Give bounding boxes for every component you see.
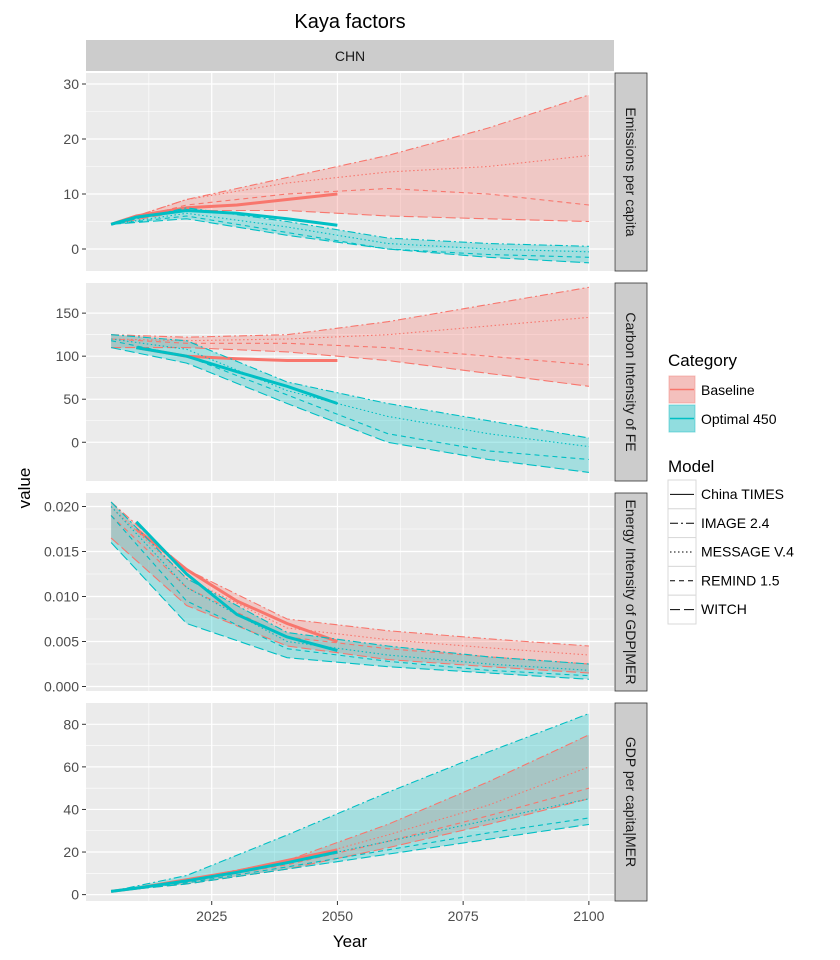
series-optimal-450-china-times bbox=[135, 520, 338, 652]
y-tick-label: 0.000 bbox=[44, 679, 79, 695]
y-tick-label: 80 bbox=[63, 716, 79, 732]
series-baseline-remind-1-5 bbox=[110, 515, 589, 665]
ribbon-baseline bbox=[111, 287, 589, 387]
legend-item-label: IMAGE 2.4 bbox=[701, 515, 770, 531]
x-tick-label: 2075 bbox=[448, 908, 479, 924]
series-optimal-450-remind-1-5 bbox=[110, 515, 589, 677]
series-baseline-witch bbox=[110, 537, 589, 674]
legend-item-label: REMIND 1.5 bbox=[701, 572, 780, 588]
panel-carbon-intensity-of-fe: 0 50 100 150 Carbon Intensity of FE bbox=[56, 282, 648, 482]
series-baseline-image-2-4 bbox=[110, 501, 589, 647]
series-optimal-450-witch bbox=[111, 218, 589, 264]
series-optimal-450-message-v-4 bbox=[111, 338, 589, 448]
series-optimal-450-remind-1-5 bbox=[110, 340, 589, 461]
series-optimal-450-image-2-4 bbox=[110, 713, 590, 892]
series-baseline-witch bbox=[111, 347, 589, 387]
ribbon-optimal-450 bbox=[111, 207, 589, 263]
legend-item-optimal-450: Optimal 450 bbox=[667, 403, 777, 434]
y-tick-label: 100 bbox=[56, 348, 80, 364]
y-tick-label: 0.020 bbox=[44, 499, 79, 515]
series-optimal-450-remind-1-5 bbox=[111, 817, 589, 892]
series-optimal-450-message-v-4 bbox=[111, 798, 590, 892]
series-baseline-image-2-4 bbox=[111, 286, 589, 338]
series-optimal-450-witch bbox=[110, 347, 589, 473]
legend-item-label: WITCH bbox=[701, 601, 747, 617]
panel-strip bbox=[614, 282, 648, 482]
panel-strip-label: Carbon Intensity of FE bbox=[623, 312, 639, 451]
series-baseline-remind-1-5 bbox=[110, 187, 589, 225]
series-optimal-450-image-2-4 bbox=[110, 501, 589, 665]
legend-item-baseline: Baseline bbox=[667, 374, 755, 405]
legend-item-label: China TIMES bbox=[701, 486, 784, 502]
y-tick-label: 0.005 bbox=[44, 634, 79, 650]
y-tick-label: 0 bbox=[71, 434, 79, 450]
x-axis: 2025 2050 2075 2100 bbox=[196, 901, 605, 924]
panel-strip-label: Energy Intensity of GDP|MER bbox=[623, 500, 639, 685]
legend-category-title: Category bbox=[668, 351, 737, 370]
series-optimal-450-witch bbox=[111, 823, 589, 892]
panel-strip bbox=[614, 702, 648, 902]
series-optimal-450-witch bbox=[110, 542, 589, 680]
y-tick-label: 40 bbox=[63, 801, 79, 817]
panel-gdp-per-capita-mer: 0 20 40 60 80 GDP per capita|MER bbox=[63, 702, 648, 903]
panel-strip-label: Emissions per capita bbox=[623, 107, 639, 236]
x-tick-label: 2050 bbox=[322, 908, 353, 924]
legend-item-label: Baseline bbox=[701, 382, 755, 398]
series-optimal-450-china-times bbox=[110, 208, 338, 227]
y-tick-label: 0 bbox=[71, 241, 79, 257]
ribbon-baseline bbox=[111, 734, 589, 892]
y-tick-label: 0 bbox=[71, 887, 79, 903]
series-optimal-450-image-2-4 bbox=[110, 207, 589, 247]
series-baseline-remind-1-5 bbox=[111, 338, 589, 366]
panel-emissions-per-capita: 0 10 20 30 Emissions per capita bbox=[63, 72, 648, 272]
y-tick-label: 20 bbox=[63, 131, 79, 147]
y-tick-label: 60 bbox=[63, 759, 79, 775]
series-optimal-450-remind-1-5 bbox=[111, 215, 589, 258]
x-tick-label: 2025 bbox=[196, 908, 227, 924]
chart-title: Kaya factors bbox=[294, 11, 405, 33]
panels: 0 10 20 30 Emissions per capita 0 50 100 150 Carb… bbox=[44, 72, 648, 903]
y-tick-label: 0.015 bbox=[44, 544, 79, 560]
facet-strip bbox=[86, 40, 614, 71]
series-baseline-image-2-4 bbox=[110, 94, 590, 225]
series-optimal-450-message-v-4 bbox=[110, 506, 589, 671]
y-tick-label: 10 bbox=[63, 186, 79, 202]
legend-item-message-v-4: MESSAGE V.4 bbox=[667, 537, 794, 567]
series-optimal-450-china-times bbox=[136, 346, 338, 405]
panel-strip bbox=[614, 492, 648, 692]
legend-item-label: MESSAGE V.4 bbox=[701, 544, 794, 560]
series-optimal-450-image-2-4 bbox=[111, 334, 589, 439]
y-tick-label: 50 bbox=[63, 391, 79, 407]
legend: Category Baseline Optimal 450 Model China TI… bbox=[667, 351, 794, 625]
ribbon-optimal-450 bbox=[111, 502, 589, 680]
legend-item-image-2-4: IMAGE 2.4 bbox=[667, 508, 770, 539]
facet-label: CHN bbox=[335, 48, 365, 64]
legend-model-title: Model bbox=[668, 457, 714, 476]
y-axis-label: value bbox=[15, 468, 34, 509]
panel-strip bbox=[614, 72, 648, 272]
panel-energy-intensity-of-gdp-mer: 0.000 0.005 0.010 0.015 0.020 Energy Intensit… bbox=[44, 492, 648, 695]
legend-item-china-times: China TIMES bbox=[667, 479, 784, 510]
x-axis-label: Year bbox=[333, 932, 368, 951]
legend-item-label: Optimal 450 bbox=[701, 411, 777, 427]
legend-item-witch: WITCH bbox=[667, 594, 747, 625]
x-tick-label: 2100 bbox=[573, 908, 604, 924]
y-tick-label: 30 bbox=[63, 76, 79, 92]
y-tick-label: 0.010 bbox=[44, 589, 79, 605]
series-optimal-450-message-v-4 bbox=[111, 212, 589, 253]
panel-strip-label: GDP per capita|MER bbox=[623, 737, 639, 867]
series-baseline-message-v-4 bbox=[110, 154, 589, 225]
y-tick-label: 150 bbox=[56, 305, 80, 321]
ribbon-baseline bbox=[111, 502, 589, 673]
y-tick-label: 20 bbox=[63, 844, 79, 860]
